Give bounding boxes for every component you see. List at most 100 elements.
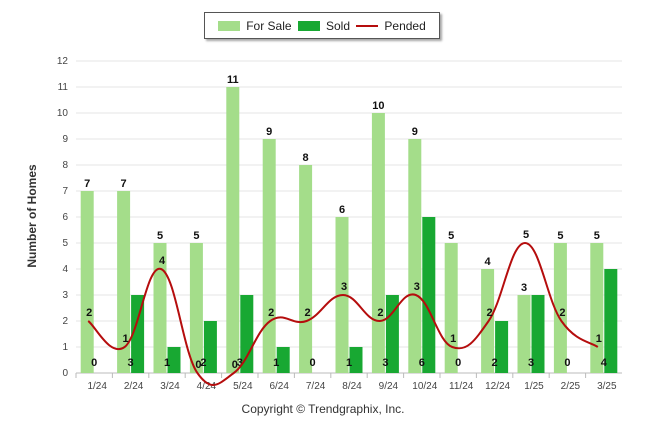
y-tick-label: 4 [62,264,68,275]
legend-label-for-sale: For Sale [246,18,292,33]
x-tick-label: 9/24 [379,381,399,392]
data-label-pended: 2 [377,307,383,319]
data-label-sold: 2 [492,357,498,369]
data-label-sold: 3 [382,357,388,369]
data-label-sold: 1 [164,357,170,369]
data-label-sold: 0 [310,357,316,369]
data-label-for-sale: 6 [339,204,345,216]
bar-sold [240,295,254,373]
y-tick-label: 2 [62,316,68,327]
data-label-sold: 0 [91,357,97,369]
bar-sold [495,321,509,373]
copyright-text: Copyright © Trendgraphix, Inc. [241,402,405,416]
bar-for-sale [262,139,276,373]
x-tick-label: 6/24 [269,381,289,392]
data-label-sold: 3 [237,357,243,369]
data-label-pended: 2 [86,307,92,319]
data-label-pended: 3 [414,281,420,293]
legend-item-sold[interactable]: Sold [297,19,350,33]
data-label-for-sale: 5 [594,230,600,242]
bar-for-sale [408,139,422,373]
y-tick-label: 12 [57,56,69,67]
data-label-sold: 4 [601,357,608,369]
data-label-sold: 0 [564,357,570,369]
bar-for-sale [590,243,604,373]
bar-for-sale [189,243,203,373]
data-label-pended: 0 [232,359,238,371]
data-label-pended: 2 [559,307,565,319]
data-label-for-sale: 11 [227,74,239,86]
y-tick-label: 9 [62,134,68,145]
data-label-for-sale: 10 [372,100,384,112]
x-tick-label: 1/25 [524,381,544,392]
data-label-for-sale: 5 [448,230,454,242]
x-tick-label: 11/24 [449,381,474,392]
data-label-pended: 5 [523,229,529,241]
y-tick-label: 11 [58,82,69,93]
legend-label-pended: Pended [384,18,426,33]
data-label-pended: 1 [450,333,456,345]
data-label-sold: 6 [419,357,425,369]
legend-item-for-sale[interactable]: For Sale [218,18,292,33]
data-label-for-sale: 9 [266,126,272,138]
x-tick-label: 7/24 [306,381,326,392]
x-tick-label: 4/24 [197,381,217,392]
data-label-pended: 3 [341,281,347,293]
data-label-pended: 2 [305,307,311,319]
legend-swatch-for-sale [218,20,241,31]
bar-for-sale [226,87,240,373]
y-tick-label: 1 [62,342,68,353]
bar-for-sale [80,191,94,373]
y-tick-label: 6 [62,212,68,223]
data-label-sold: 3 [528,357,534,369]
x-tick-label: 2/25 [561,381,581,392]
bar-sold [276,347,290,373]
y-tick-label: 0 [62,368,68,379]
bar-sold [131,295,145,373]
data-label-for-sale: 3 [521,282,527,294]
x-tick-label: 12/24 [485,381,510,392]
bar-for-sale [553,243,567,373]
y-tick-label: 10 [57,108,69,119]
y-tick-label: 7 [62,186,68,197]
data-label-for-sale: 7 [84,178,90,190]
legend-swatch-sold [297,20,320,31]
bar-for-sale [444,243,458,373]
bar-sold [385,295,399,373]
x-tick-label: 2/24 [124,381,144,392]
bar-for-sale [299,165,313,373]
data-label-pended: 2 [268,307,274,319]
data-label-for-sale: 9 [412,126,418,138]
data-label-sold: 2 [200,357,206,369]
bar-sold [203,321,217,373]
data-label-for-sale: 5 [193,230,199,242]
data-label-sold: 1 [346,357,352,369]
data-label-for-sale: 7 [121,178,127,190]
bar-sold [531,295,545,373]
y-tick-label: 3 [62,290,68,301]
data-label-sold: 3 [128,357,134,369]
bar-for-sale [153,243,167,373]
bar-sold [349,347,363,373]
data-label-sold: 0 [455,357,461,369]
x-tick-label: 10/24 [412,381,437,392]
bar-for-sale [117,191,131,373]
bar-sold [167,347,181,373]
data-label-sold: 1 [273,357,279,369]
data-label-pended: 0 [195,359,201,371]
data-label-pended: 1 [123,333,129,345]
y-tick-label: 5 [62,238,68,249]
data-label-for-sale: 4 [485,256,492,268]
x-tick-label: 3/24 [160,381,180,392]
bar-sold [422,217,436,373]
x-tick-label: 1/24 [87,381,107,392]
x-tick-label: 8/24 [342,381,362,392]
x-tick-label: 5/24 [233,381,253,392]
data-label-for-sale: 8 [303,152,309,164]
legend-swatch-pended [356,24,379,27]
data-label-pended: 4 [159,255,166,267]
bar-for-sale [371,113,385,373]
line-pended [87,241,599,386]
legend-item-pended[interactable]: Pended [356,18,426,33]
